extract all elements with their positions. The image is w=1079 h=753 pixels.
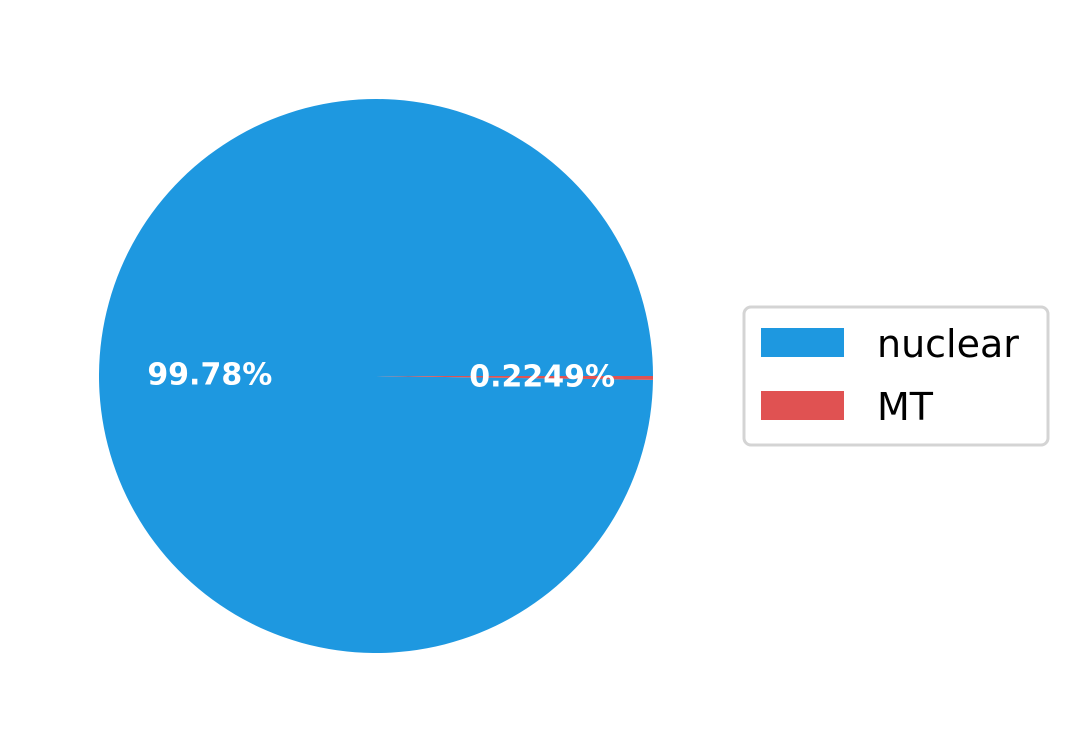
- slice-labels: 99.78% 0.2249%: [147, 357, 615, 394]
- pie-slice-mt: [376, 376, 653, 380]
- legend-swatch-nuclear: [761, 328, 844, 357]
- legend-label-mt: MT: [877, 385, 934, 429]
- legend: nuclear MT: [742, 305, 1050, 447]
- slice-label-mt: 0.2249%: [469, 360, 615, 395]
- pie-slice-nuclear: [98, 99, 653, 654]
- pie-slices: [98, 99, 653, 654]
- legend-swatch-mt: [761, 391, 844, 420]
- legend-label-nuclear: nuclear: [877, 322, 1019, 366]
- slice-label-nuclear: 99.78%: [147, 357, 272, 392]
